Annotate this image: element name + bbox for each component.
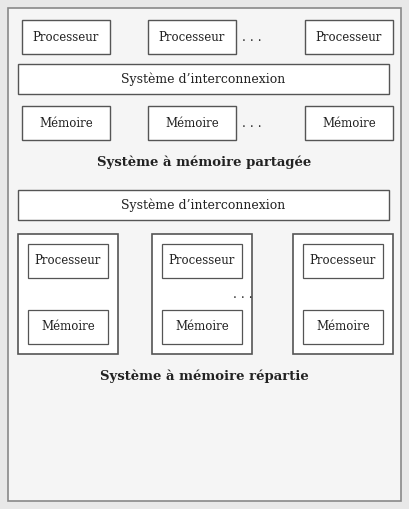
Bar — [148, 20, 236, 54]
Bar — [162, 244, 242, 278]
Text: Système à mémoire partagée: Système à mémoire partagée — [97, 155, 312, 169]
Text: Processeur: Processeur — [310, 254, 376, 268]
Bar — [293, 234, 393, 354]
Bar — [18, 234, 118, 354]
Text: . . .: . . . — [233, 288, 253, 300]
Text: Mémoire: Mémoire — [322, 117, 376, 129]
Text: Mémoire: Mémoire — [41, 321, 95, 333]
Bar — [28, 310, 108, 344]
Bar — [152, 234, 252, 354]
Bar — [22, 106, 110, 140]
Bar — [305, 106, 393, 140]
Text: Processeur: Processeur — [316, 31, 382, 43]
Text: Système d’interconnexion: Système d’interconnexion — [121, 72, 285, 86]
Text: Système d’interconnexion: Système d’interconnexion — [121, 198, 285, 212]
Text: Processeur: Processeur — [35, 254, 101, 268]
Bar — [22, 20, 110, 54]
Bar — [303, 310, 383, 344]
Text: Processeur: Processeur — [169, 254, 235, 268]
Text: Mémoire: Mémoire — [39, 117, 93, 129]
Text: . . .: . . . — [242, 117, 262, 129]
Text: . . .: . . . — [242, 31, 262, 43]
Text: Mémoire: Mémoire — [165, 117, 219, 129]
Bar — [303, 244, 383, 278]
Text: Mémoire: Mémoire — [316, 321, 370, 333]
Bar — [28, 244, 108, 278]
Text: Processeur: Processeur — [33, 31, 99, 43]
Bar — [162, 310, 242, 344]
Text: Système à mémoire répartie: Système à mémoire répartie — [100, 369, 309, 383]
Bar — [305, 20, 393, 54]
Bar — [148, 106, 236, 140]
Text: Processeur: Processeur — [159, 31, 225, 43]
Bar — [18, 190, 389, 220]
Bar — [18, 64, 389, 94]
Text: Mémoire: Mémoire — [175, 321, 229, 333]
